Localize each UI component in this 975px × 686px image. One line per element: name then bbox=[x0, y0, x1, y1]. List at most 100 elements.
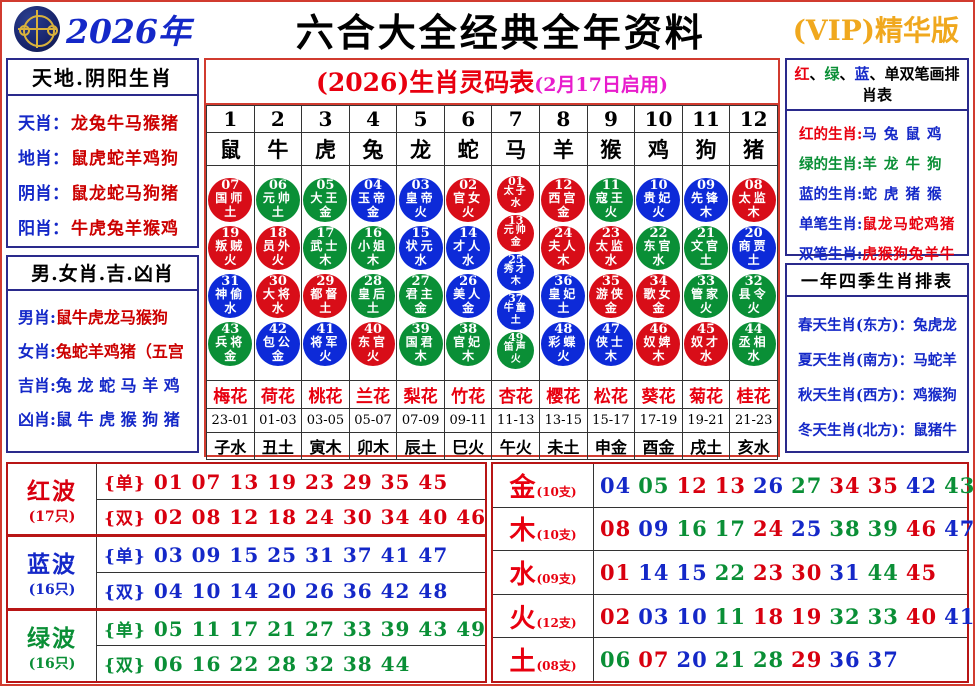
table-row: 绿波 (16只) {单} 05 11 17 21 27 33 39 43 49 bbox=[6, 607, 487, 683]
zodiac-ball[interactable]: 43 兵将金 bbox=[208, 322, 253, 366]
row-value: 龙兔牛马猴猪 bbox=[71, 114, 179, 134]
ball-number: 13 bbox=[508, 213, 524, 227]
zodiac-ball[interactable]: 22 东官水 bbox=[636, 226, 681, 270]
list-item: 秋天生肖(西方)：鸡猴狗 bbox=[798, 387, 957, 404]
zodiac-ball[interactable]: 13 元帅金 bbox=[497, 213, 535, 252]
row-key: 天肖： bbox=[18, 114, 69, 134]
zodiac-ball[interactable]: 47 侠士木 bbox=[588, 322, 633, 366]
zodiac-ball[interactable]: 09 先锋木 bbox=[684, 178, 729, 222]
zodiac-ball[interactable]: 02 官女火 bbox=[446, 178, 491, 222]
ball-name: 包公 bbox=[262, 335, 293, 349]
ball-name: 先锋 bbox=[691, 191, 722, 205]
zodiac-ball[interactable]: 40 东官火 bbox=[351, 322, 396, 366]
middle-section: 天地.阴阳生肖 天肖： 龙兔牛马猴猪 地肖： 鼠虎蛇羊鸡狗 阴肖： 鼠龙蛇马狗猪 bbox=[2, 56, 973, 460]
ball-element: 木 bbox=[319, 253, 332, 267]
zodiac-ball[interactable]: 33 管家火 bbox=[684, 274, 729, 318]
ball-name: 太子 bbox=[503, 185, 528, 197]
ball-name: 彩蝶 bbox=[548, 335, 579, 349]
wave-name: 红波 bbox=[27, 478, 77, 506]
zodiac-ball[interactable]: 34 歌女金 bbox=[636, 274, 681, 318]
zodiac-ball[interactable]: 29 都督土 bbox=[303, 274, 348, 318]
row-value: 鼠龙蛇马狗猪 bbox=[71, 184, 179, 204]
zodiac-ball[interactable]: 12 西宫金 bbox=[541, 178, 586, 222]
list-item: 吉肖: 兔 龙 蛇 马 羊 鸡 bbox=[18, 372, 193, 396]
zodiac-ball[interactable]: 16 小姐木 bbox=[351, 226, 396, 270]
zodiac-ball[interactable]: 21 文官土 bbox=[684, 226, 729, 270]
ball-number: 01 bbox=[508, 174, 524, 188]
zodiac-ball[interactable]: 14 才人水 bbox=[446, 226, 491, 270]
zodiac-ball[interactable]: 31 神偷水 bbox=[208, 274, 253, 318]
zodiac-ball[interactable]: 45 奴才水 bbox=[684, 322, 729, 366]
zodiac-ball[interactable]: 36 皇妃土 bbox=[541, 274, 586, 318]
zodiac-ball[interactable]: 26 美人金 bbox=[446, 274, 491, 318]
row-value: 兔蛇羊鸡猪（五宫 bbox=[55, 342, 184, 361]
zodiac-ball[interactable]: 24 夫人木 bbox=[541, 226, 586, 270]
grid-ball-cell: 10 贵妃火 22 东官水 34 歌女金 46 奴婢木 bbox=[634, 165, 683, 381]
zodiac-ball[interactable]: 11 寇王火 bbox=[588, 178, 633, 222]
grid-flower-cell: 松花 bbox=[586, 380, 636, 409]
ball-column: 04 玉帝金 16 小姐木 28 皇后土 40 东官火 bbox=[350, 176, 397, 370]
ball-element: 木 bbox=[747, 205, 760, 219]
zodiac-ball[interactable]: 04 玉帝金 bbox=[351, 178, 396, 222]
grid-ball-cell: 02 官女火 14 才人水 26 美人金 38 官妃木 bbox=[443, 165, 493, 381]
ball-number: 20 bbox=[744, 226, 763, 241]
ball-name: 元帅 bbox=[262, 191, 293, 205]
grid-flower-cell: 桃花 bbox=[301, 380, 350, 409]
zodiac-ball[interactable]: 48 彩蝶火 bbox=[541, 322, 586, 366]
zodiac-ball[interactable]: 07 国师土 bbox=[208, 178, 253, 222]
vip-badge: (VIP)精华版 bbox=[792, 14, 959, 47]
heaven-earth-heading: 天地.阴阳生肖 bbox=[8, 60, 197, 96]
ball-number: 48 bbox=[554, 322, 573, 337]
grid-number-cell: 6 bbox=[443, 105, 493, 133]
zodiac-ball[interactable]: 39 国君木 bbox=[398, 322, 443, 366]
wave-odd-numbers: {单} 03 09 15 25 31 37 41 47 bbox=[96, 534, 487, 573]
ball-number: 26 bbox=[459, 274, 478, 289]
ball-element: 木 bbox=[700, 205, 713, 219]
zodiac-ball[interactable]: 25 秀才木 bbox=[497, 253, 535, 291]
ball-column: 07 国师土 19 叛贼火 31 神偷水 43 兵将金 bbox=[207, 176, 254, 370]
row-key: 红的生肖: bbox=[799, 126, 863, 143]
grid-flower-cell: 梅花 bbox=[206, 380, 255, 409]
zodiac-ball[interactable]: 03 皇帝火 bbox=[398, 178, 443, 222]
list-item: 冬天生肖(北方)：鼠猪牛 bbox=[798, 422, 957, 439]
zodiac-ball[interactable]: 27 君主金 bbox=[398, 274, 443, 318]
element-number: 20 bbox=[676, 647, 708, 673]
ball-name: 元帅 bbox=[503, 224, 528, 236]
zodiac-ball[interactable]: 06 元帅土 bbox=[255, 178, 300, 222]
element-number: 01 bbox=[600, 559, 632, 585]
zodiac-ball[interactable]: 28 皇后土 bbox=[351, 274, 396, 318]
zodiac-ball[interactable]: 08 太监木 bbox=[731, 178, 776, 222]
grid-hour-cell: 13-15 bbox=[539, 408, 588, 433]
row-key: 蓝的生肖: bbox=[799, 186, 863, 203]
zodiac-ball[interactable]: 23 太监水 bbox=[588, 226, 633, 270]
zodiac-ball[interactable]: 35 游侠金 bbox=[588, 274, 633, 318]
ball-number: 39 bbox=[411, 322, 430, 337]
element-number: 32 bbox=[829, 603, 861, 629]
element-number: 39 bbox=[867, 516, 899, 542]
zodiac-ball[interactable]: 10 贵妃火 bbox=[636, 178, 681, 222]
zodiac-ball[interactable]: 15 状元水 bbox=[398, 226, 443, 270]
ball-number: 16 bbox=[363, 226, 383, 241]
ball-name: 丞相 bbox=[738, 335, 769, 349]
zodiac-ball[interactable]: 05 大王金 bbox=[303, 178, 348, 222]
zodiac-ball[interactable]: 38 官妃木 bbox=[446, 322, 491, 366]
element-number: 34 bbox=[829, 472, 861, 498]
zodiac-ball[interactable]: 17 武士木 bbox=[303, 226, 348, 270]
ball-number: 12 bbox=[554, 178, 573, 193]
zodiac-ball[interactable]: 41 将军火 bbox=[303, 322, 348, 366]
zodiac-ball[interactable]: 18 员外火 bbox=[255, 226, 300, 270]
zodiac-ball[interactable]: 30 大将水 bbox=[255, 274, 300, 318]
zodiac-ball[interactable]: 01 太子水 bbox=[497, 174, 535, 213]
wave-count: (16只) bbox=[28, 655, 76, 672]
grid-number-cell: 8 bbox=[539, 105, 588, 133]
zodiac-ball[interactable]: 46 奴婢木 bbox=[636, 322, 681, 366]
zodiac-ball[interactable]: 19 叛贼火 bbox=[208, 226, 253, 270]
zodiac-ball[interactable]: 42 包公金 bbox=[255, 322, 300, 366]
heading-sep: 、 bbox=[839, 65, 855, 83]
zodiac-ball[interactable]: 37 牛童土 bbox=[497, 292, 535, 330]
element-number: 16 bbox=[676, 516, 708, 542]
zodiac-ball[interactable]: 32 县令火 bbox=[731, 274, 776, 318]
zodiac-ball[interactable]: 20 商贾土 bbox=[731, 226, 776, 270]
zodiac-ball[interactable]: 49 笛声火 bbox=[497, 331, 535, 369]
zodiac-ball[interactable]: 44 丞相水 bbox=[731, 322, 776, 366]
